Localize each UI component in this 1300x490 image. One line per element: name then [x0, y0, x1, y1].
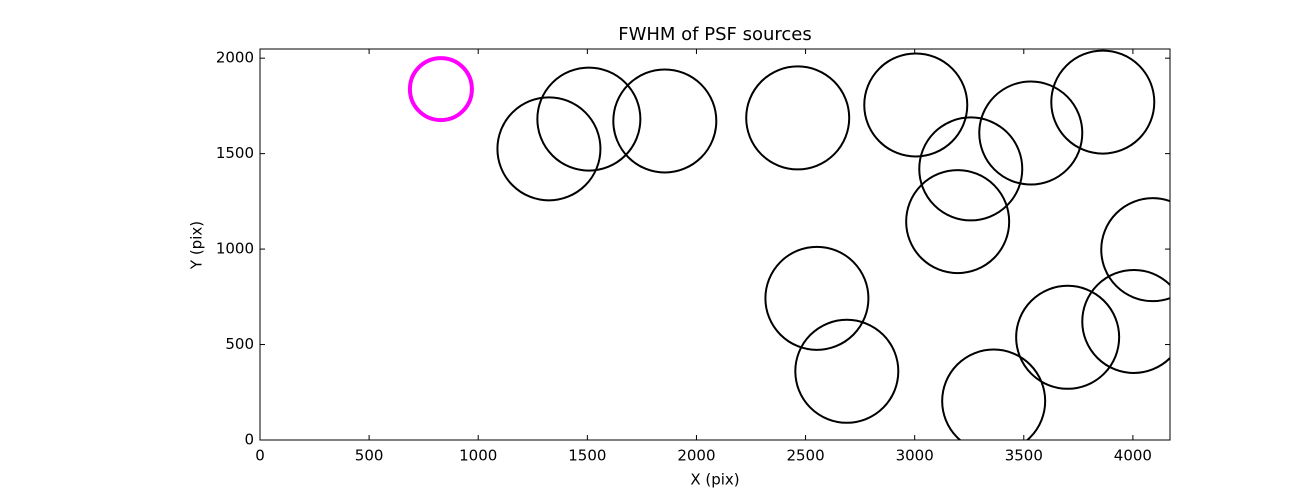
x-axis-label: X (pix) — [690, 471, 739, 489]
source-circle — [794, 318, 900, 424]
source-circle — [1081, 268, 1170, 374]
axes-frame — [259, 48, 1171, 441]
x-tick-label: 2000 — [677, 447, 715, 465]
source-circle — [745, 65, 851, 171]
x-tick-label: 3000 — [896, 447, 934, 465]
y-tick-label: 2000 — [216, 49, 254, 67]
x-tick-label: 1000 — [459, 447, 497, 465]
y-tick-label: 500 — [225, 335, 254, 353]
x-tick-label: 4000 — [1114, 447, 1152, 465]
plot-area — [407, 49, 1170, 440]
source-circle — [978, 80, 1084, 186]
x-tick-label: 2500 — [786, 447, 824, 465]
x-tick-label: 0 — [255, 447, 265, 465]
source-circle — [536, 66, 642, 172]
y-tick-label: 1500 — [216, 144, 254, 162]
source-circle — [1050, 49, 1156, 155]
source-circle — [407, 56, 474, 123]
source-circle — [941, 348, 1047, 440]
x-tick-label: 3500 — [1005, 447, 1043, 465]
source-circle — [863, 52, 969, 158]
source-circle — [905, 169, 1011, 275]
x-tick-label: 500 — [355, 447, 384, 465]
y-tick-label: 0 — [244, 431, 254, 449]
source-circle — [1100, 197, 1170, 303]
source-circle — [612, 68, 718, 174]
source-circle — [496, 96, 602, 202]
source-circle — [1015, 284, 1121, 390]
y-axis-label: Y (pix) — [188, 221, 206, 270]
source-circle — [918, 116, 1024, 222]
x-tick-label: 1500 — [568, 447, 606, 465]
source-circle — [764, 245, 870, 351]
chart-title: FWHM of PSF sources — [618, 24, 812, 45]
y-tick-label: 1000 — [216, 240, 254, 258]
